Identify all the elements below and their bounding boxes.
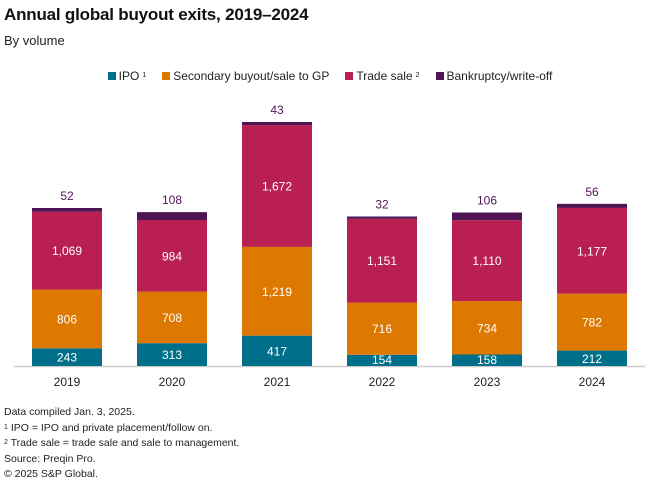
footnote-text: Trade sale = trade sale and sale to mana…: [7, 437, 240, 449]
stacked-bar-chart: 243 806 1,069 52 2019 313 708 984 108 2020 417 1,21…: [14, 103, 645, 389]
bar-segment-ipo-2020: [137, 343, 207, 366]
bar-segment-bankruptcy-write-off-2019: [32, 207, 102, 212]
data-label-ipo-2021: 417: [267, 344, 287, 358]
legend-item-trade-sale: Trade sale 2: [345, 69, 420, 83]
data-label-ipo-2023: 158: [477, 353, 497, 367]
legend-item-bankruptcy: Bankruptcy/write-off: [435, 69, 553, 83]
data-label-secondary-buyout-sale-to-gp-2021: 1,219: [262, 285, 292, 299]
data-label-trade-sale-2021: 1,672: [262, 180, 292, 194]
legend-label: Trade sale: [356, 69, 413, 83]
data-label-bankruptcy-write-off-2024: 56: [585, 185, 599, 199]
data-label-secondary-buyout-sale-to-gp-2020: 708: [162, 311, 182, 325]
bar-segment-secondary-buyout-sale-to-gp-2023: [452, 301, 522, 355]
bar-segment-ipo-2023: [452, 354, 522, 366]
bar-segment-bankruptcy-write-off-2020: [137, 212, 207, 221]
data-label-ipo-2020: 313: [162, 348, 182, 362]
data-label-bankruptcy-write-off-2023: 106: [477, 194, 497, 208]
data-label-bankruptcy-write-off-2022: 32: [375, 198, 389, 212]
bar-segment-ipo-2021: [242, 335, 312, 366]
legend-swatch-ipo: [107, 72, 116, 80]
bar-segment-ipo-2022: [347, 354, 417, 366]
x-tick-label-2022: 2022: [369, 375, 396, 389]
footer-copyright: © 2025 S&P Global.: [4, 468, 98, 480]
data-label-ipo-2024: 212: [582, 352, 602, 366]
data-label-bankruptcy-write-off-2021: 43: [270, 103, 284, 117]
footer-compiled-date: Data compiled Jan. 3, 2025.: [4, 406, 135, 418]
bar-segment-trade-sale-2022: [347, 218, 417, 303]
chart-subtitle: By volume: [4, 33, 65, 48]
bar-segment-secondary-buyout-sale-to-gp-2021: [242, 246, 312, 336]
bar-segment-secondary-buyout-sale-to-gp-2022: [347, 302, 417, 355]
bar-segment-trade-sale-2021: [242, 125, 312, 247]
bar-segment-ipo-2019: [32, 348, 102, 366]
legend-item-secondary-buyout: Secondary buyout/sale to GP: [162, 69, 329, 83]
legend-label: Bankruptcy/write-off: [446, 69, 553, 83]
legend-item-ipo: IPO 1: [107, 69, 147, 83]
footer-note-1: 1 IPO = IPO and private placement/follow…: [4, 421, 239, 437]
legend-swatch-trade-sale: [345, 72, 354, 80]
data-label-trade-sale-2024: 1,177: [577, 244, 607, 258]
bar-segment-secondary-buyout-sale-to-gp-2024: [557, 293, 627, 351]
bar-segment-trade-sale-2019: [32, 211, 102, 290]
x-tick-label-2020: 2020: [159, 375, 186, 389]
data-label-trade-sale-2022: 1,151: [367, 254, 397, 268]
data-label-trade-sale-2019: 1,069: [52, 244, 82, 258]
legend-label: IPO: [118, 69, 140, 83]
data-label-bankruptcy-write-off-2020: 108: [162, 193, 182, 207]
x-tick-label-2023: 2023: [474, 375, 501, 389]
data-label-ipo-2022: 154: [372, 353, 392, 367]
data-label-ipo-2019: 243: [57, 351, 77, 365]
bar-segment-trade-sale-2024: [557, 207, 627, 294]
legend-swatch-bankruptcy: [435, 72, 444, 80]
footnote-marker: 2: [4, 439, 8, 446]
footer-note-2: 2 Trade sale = trade sale and sale to ma…: [4, 436, 239, 452]
legend-footnote-marker: 1: [142, 71, 147, 79]
x-tick-label-2019: 2019: [54, 375, 81, 389]
bar-segment-trade-sale-2020: [137, 220, 207, 292]
bar-segment-secondary-buyout-sale-to-gp-2020: [137, 291, 207, 344]
bar-segment-secondary-buyout-sale-to-gp-2019: [32, 289, 102, 349]
footnote-marker: 1: [4, 423, 8, 431]
bar-segment-bankruptcy-write-off-2021: [242, 122, 312, 126]
legend: IPO 1 Secondary buyout/sale to GP Trade s…: [0, 69, 660, 83]
legend-label: Secondary buyout/sale to GP: [173, 69, 330, 83]
chart-title: Annual global buyout exits, 2019–2024: [4, 5, 309, 24]
bar-segment-bankruptcy-write-off-2024: [557, 203, 627, 208]
legend-footnote-marker: 2: [415, 71, 420, 79]
data-label-secondary-buyout-sale-to-gp-2024: 782: [582, 316, 602, 330]
legend-swatch-secondary-buyout: [162, 72, 171, 80]
data-label-trade-sale-2020: 984: [162, 249, 182, 263]
data-label-trade-sale-2023: 1,110: [472, 254, 501, 268]
data-label-bankruptcy-write-off-2019: 52: [60, 189, 74, 203]
data-label-secondary-buyout-sale-to-gp-2019: 806: [57, 312, 77, 326]
bar-segment-bankruptcy-write-off-2023: [452, 212, 522, 221]
footnote-text: IPO = IPO and private placement/follow o…: [7, 421, 213, 434]
x-tick-label-2024: 2024: [579, 375, 606, 389]
data-label-secondary-buyout-sale-to-gp-2023: 734: [477, 321, 497, 335]
bar-segment-trade-sale-2023: [452, 220, 522, 302]
bar-segment-bankruptcy-write-off-2022: [347, 216, 417, 219]
bar-segment-ipo-2024: [557, 350, 627, 366]
footer-source: Source: Preqin Pro.: [4, 452, 96, 465]
chart-footer: Data compiled Jan. 3, 2025. 1 IPO = IPO …: [4, 405, 239, 483]
data-label-secondary-buyout-sale-to-gp-2022: 716: [372, 322, 392, 336]
x-tick-label-2021: 2021: [264, 375, 291, 389]
